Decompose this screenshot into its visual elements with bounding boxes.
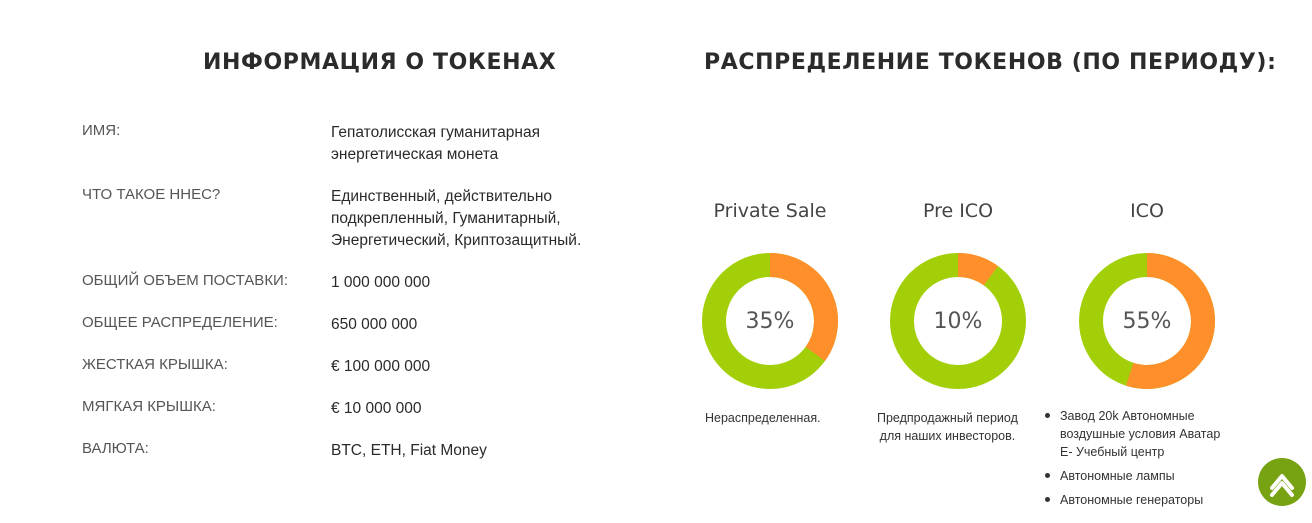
chart-private-sale: Private Sale 35% Нераспределенная. (675, 198, 865, 425)
info-label: ОБЩЕЕ РАСПРЕДЕЛЕНИЕ: (82, 314, 278, 331)
chart-note: Предпродажный период для наших инвесторо… (877, 409, 1018, 445)
chart-title: ICO (1130, 200, 1164, 222)
list-item: Автономные генераторы (1042, 491, 1235, 509)
info-value: € 10 000 000 (331, 400, 422, 417)
token-info-title: ИНФОРМАЦИЯ О ТОКЕНАХ (203, 50, 557, 75)
chart-pre-ico: Pre ICO 10% Предпродажный период для наш… (863, 198, 1053, 443)
donut-accent-arc (1126, 253, 1215, 389)
info-value: Гепатолисская гуманитарная энергетическа… (331, 124, 540, 163)
donut-percent-label: 35% (745, 309, 795, 334)
donut-chart (1079, 253, 1215, 389)
info-label: ИМЯ: (82, 122, 121, 139)
chart-title: Pre ICO (922, 200, 994, 222)
info-value: BTC, ETH, Fiat Money (331, 442, 487, 459)
chart-note: Нераспределенная. (705, 409, 821, 427)
donut-chart (702, 253, 838, 389)
token-distribution-title: РАСПРЕДЕЛЕНИЕ ТОКЕНОВ (ПО ПЕРИОДУ): (704, 50, 1277, 75)
chart-feature-list: Завод 20k Автономные воздушные условия А… (1042, 407, 1235, 515)
info-label: ОБЩИЙ ОБЪЕМ ПОСТАВКИ: (82, 272, 289, 289)
info-value: Единственный, действительно подкрепленны… (331, 188, 582, 249)
donut-percent-label: 10% (933, 309, 983, 334)
list-item: Автономные лампы (1042, 467, 1235, 485)
donut-base-ring (890, 253, 1026, 389)
info-label: МЯГКАЯ КРЫШКА: (82, 398, 216, 415)
list-item-text: Завод 20k Автономные воздушные условия А… (1060, 409, 1221, 459)
info-label: ВАЛЮТА: (82, 440, 149, 457)
donut-chart (890, 253, 1026, 389)
scroll-to-top-button[interactable] (1258, 458, 1306, 506)
info-label: ЧТО ТАКОЕ ННЕС? (82, 186, 221, 203)
info-value: 1 000 000 000 (331, 274, 431, 291)
donut-percent-label: 55% (1122, 309, 1172, 334)
chart-ico: ICO 55% Завод 20k Автономные воздушные у… (1045, 198, 1242, 507)
donut-accent-arc (957, 253, 998, 286)
info-value: € 100 000 000 (331, 358, 431, 375)
chevron-up-icon (1270, 474, 1294, 497)
info-label: ЖЕСТКАЯ КРЫШКА: (82, 356, 228, 373)
list-item: Завод 20k Автономные воздушные условия А… (1042, 407, 1235, 461)
chart-note-line: для наших инвесторов. (879, 429, 1016, 443)
info-value: 650 000 000 (331, 316, 418, 333)
chart-note-line: Предпродажный период (877, 411, 1018, 425)
chart-note-line: Нераспределенная. (705, 411, 821, 425)
donut-accent-arc (769, 253, 838, 361)
chart-title: Private Sale (713, 200, 827, 222)
